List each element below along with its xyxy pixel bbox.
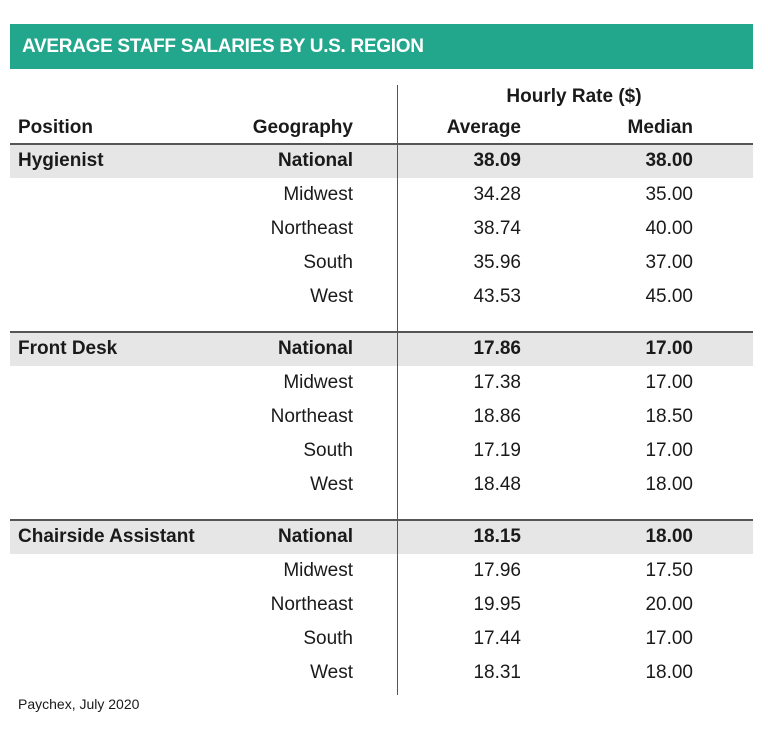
column-header: Position (18, 117, 93, 138)
rate-cell: 17.96 (473, 560, 521, 581)
group-header: Hourly Rate ($) (506, 86, 642, 107)
rate-cell: 18.00 (645, 474, 693, 495)
position-cell: Hygienist (18, 150, 104, 171)
geography-cell: National (278, 338, 353, 359)
rate-cell: 17.44 (473, 628, 521, 649)
geography-cell: Midwest (283, 560, 353, 581)
source-note: Paychex, July 2020 (18, 696, 140, 712)
geography-cell: West (310, 286, 353, 307)
geography-cell: Northeast (270, 218, 353, 239)
rate-cell: 17.86 (473, 338, 521, 359)
rate-cell: 17.50 (645, 560, 693, 581)
column-header: Geography (252, 117, 353, 138)
section-rule (10, 519, 753, 521)
rate-cell: 38.09 (473, 150, 521, 171)
section-band (10, 144, 753, 178)
title-bar (10, 24, 753, 69)
rate-cell: 18.50 (645, 406, 693, 427)
rate-cell: 34.28 (473, 184, 521, 205)
title: AVERAGE STAFF SALARIES BY U.S. REGION (22, 36, 424, 57)
rate-cell: 18.31 (473, 662, 521, 683)
rate-cell: 17.38 (473, 372, 521, 393)
geography-cell: South (303, 252, 353, 273)
rate-cell: 17.00 (645, 440, 693, 461)
rate-cell: 18.86 (473, 406, 521, 427)
rate-cell: 18.00 (645, 526, 693, 547)
rate-cell: 38.74 (473, 218, 521, 239)
geography-cell: Midwest (283, 372, 353, 393)
rate-cell: 37.00 (645, 252, 693, 273)
rate-cell: 17.19 (473, 440, 521, 461)
rate-cell: 18.48 (473, 474, 521, 495)
rate-cell: 35.96 (473, 252, 521, 273)
rate-cell: 17.00 (645, 628, 693, 649)
rate-cell: 18.00 (645, 662, 693, 683)
rate-cell: 17.00 (645, 338, 693, 359)
geography-cell: Midwest (283, 184, 353, 205)
rate-cell: 20.00 (645, 594, 693, 615)
section-rule (10, 143, 753, 145)
column-divider (397, 85, 398, 695)
geography-cell: South (303, 440, 353, 461)
rate-cell: 18.15 (473, 526, 521, 547)
rate-cell: 40.00 (645, 218, 693, 239)
column-header: Average (446, 117, 521, 138)
geography-cell: National (278, 150, 353, 171)
geography-cell: West (310, 662, 353, 683)
section-band (10, 332, 753, 366)
geography-cell: Northeast (270, 406, 353, 427)
position-cell: Chairside Assistant (18, 526, 195, 547)
rate-cell: 35.00 (645, 184, 693, 205)
rate-cell: 38.00 (645, 150, 693, 171)
rate-cell: 19.95 (473, 594, 521, 615)
geography-cell: National (278, 526, 353, 547)
geography-cell: Northeast (270, 594, 353, 615)
column-header: Median (627, 117, 693, 138)
rate-cell: 43.53 (473, 286, 521, 307)
position-cell: Front Desk (18, 338, 118, 359)
geography-cell: South (303, 628, 353, 649)
section-rule (10, 331, 753, 333)
rate-cell: 17.00 (645, 372, 693, 393)
rate-cell: 45.00 (645, 286, 693, 307)
geography-cell: West (310, 474, 353, 495)
section-band (10, 520, 753, 554)
